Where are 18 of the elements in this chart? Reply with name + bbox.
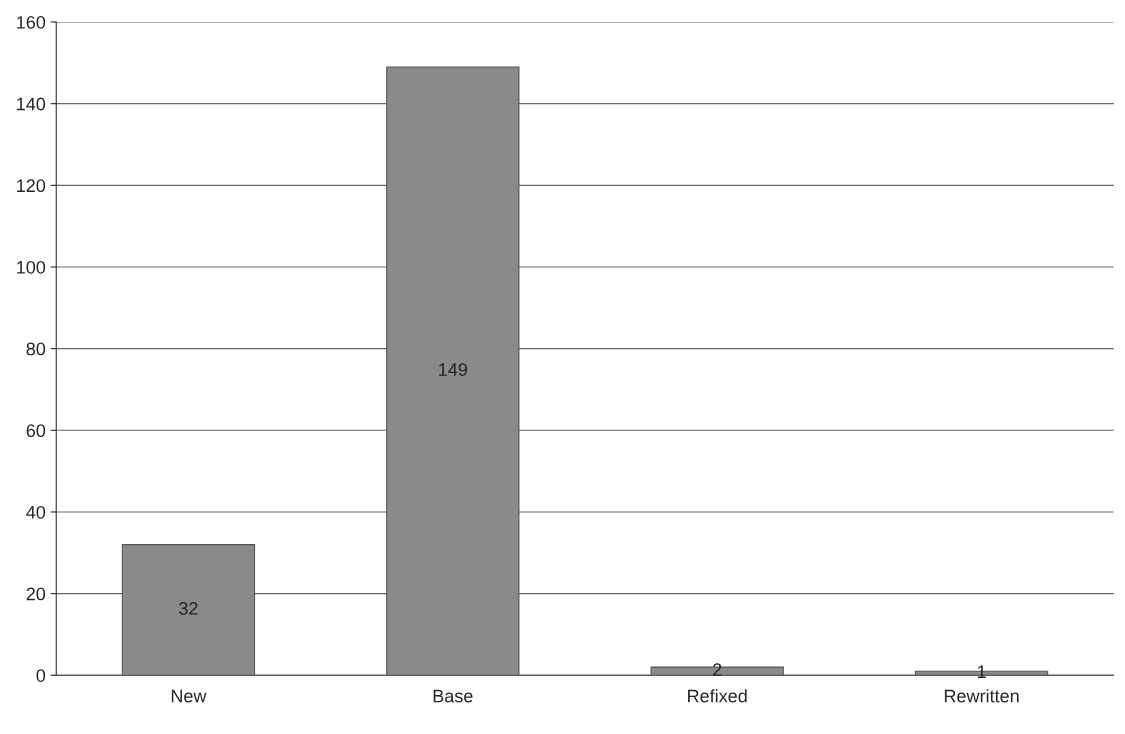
x-tick-label: Refixed (688, 689, 747, 703)
bar (386, 66, 520, 676)
bar (121, 544, 256, 676)
data-label: 149 (439, 363, 468, 376)
x-tick-label: Rewritten (944, 689, 1019, 703)
y-tick-label: 160 (17, 15, 46, 29)
y-tick-label: 40 (26, 505, 46, 519)
data-label: 2 (713, 663, 722, 676)
y-tick-label: 60 (26, 424, 46, 438)
y-tick-label: 20 (26, 587, 46, 601)
y-tick-label: 120 (17, 179, 46, 193)
y-tick-label: 80 (26, 342, 46, 356)
y-tick-label: 140 (17, 97, 46, 111)
y-tick-label: 100 (17, 260, 46, 274)
data-label: 32 (179, 602, 198, 615)
x-tick-label: Base (433, 689, 473, 703)
x-tick-label: New (171, 689, 207, 703)
y-tick-label: 0 (36, 669, 46, 682)
